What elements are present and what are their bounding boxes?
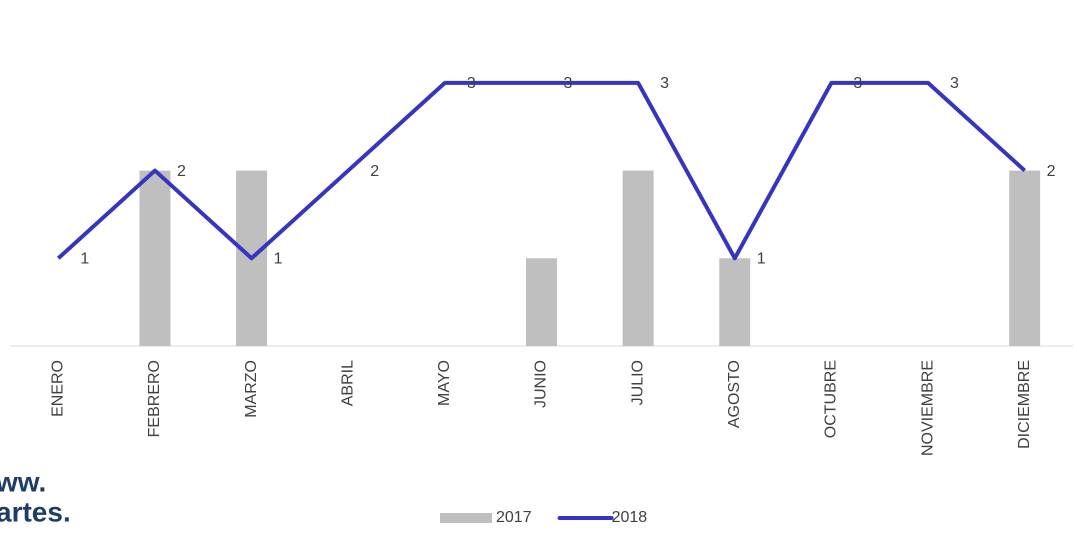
x-tick-label: ENERO (50, 360, 67, 417)
x-tick-label: AGOSTO (726, 360, 743, 428)
x-tick-label: MAYO (436, 360, 453, 406)
data-label: 3 (950, 75, 959, 92)
data-label: 3 (564, 75, 573, 92)
data-label: 1 (757, 251, 766, 268)
data-label: 2 (177, 163, 186, 180)
data-label: 3 (467, 75, 476, 92)
x-tick-label: DICIEMBRE (1016, 360, 1033, 449)
data-label: 3 (660, 75, 669, 92)
legend-label: 2017 (496, 509, 532, 526)
x-tick-label: NOVIEMBRE (919, 360, 936, 456)
line (56, 80, 1027, 261)
data-label: 1 (80, 251, 89, 268)
bar (622, 170, 654, 346)
watermark: ww. (0, 466, 46, 497)
x-tick-label: JULIO (629, 360, 646, 405)
x-tick-label: MARZO (243, 360, 260, 418)
bar (1009, 170, 1041, 346)
bar (719, 258, 751, 346)
legend-label: 2018 (612, 509, 648, 526)
data-label: 1 (274, 251, 283, 268)
x-tick-label: OCTUBRE (823, 360, 840, 438)
bar (526, 258, 557, 346)
x-tick-label: JUNIO (533, 360, 550, 408)
x-tick-label: ABRIL (339, 360, 356, 406)
x-tick-label: FEBRERO (146, 360, 163, 437)
data-label: 2 (1047, 163, 1056, 180)
legend-swatch (440, 513, 492, 523)
bar (139, 170, 171, 346)
data-label: 3 (853, 75, 862, 92)
data-label: 2 (370, 163, 379, 180)
watermark: artes. (0, 496, 71, 527)
